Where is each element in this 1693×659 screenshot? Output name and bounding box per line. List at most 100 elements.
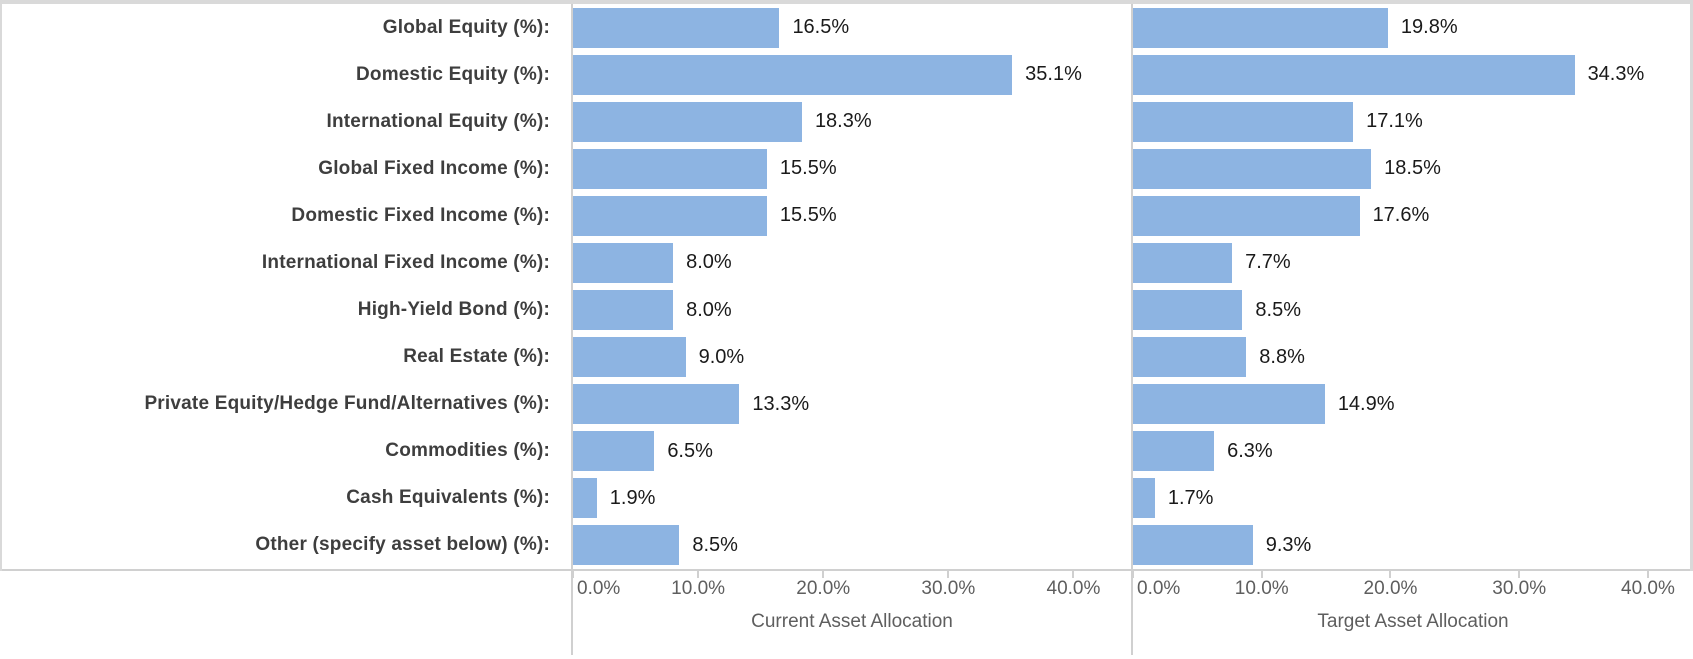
chart-row: 8.5%	[573, 522, 1131, 569]
bar[interactable]	[573, 525, 680, 566]
x-axis-tick	[1389, 571, 1392, 578]
bar[interactable]	[1133, 7, 1388, 48]
bar[interactable]	[1133, 431, 1215, 472]
bar[interactable]	[573, 384, 740, 425]
bar[interactable]	[1133, 525, 1253, 566]
x-axis-tick-label: 20.0%	[1363, 578, 1418, 599]
bar-value-label: 16.5%	[792, 16, 850, 39]
bar[interactable]	[573, 54, 1013, 95]
bar-value-label: 17.1%	[1366, 110, 1423, 133]
bar[interactable]	[573, 242, 674, 283]
chart-row: 17.6%	[1133, 192, 1693, 239]
bar-value-label: 34.3%	[1587, 63, 1645, 86]
chart-row: 8.5%	[1133, 286, 1693, 333]
current-x-axis-title: Current Asset Allocation	[751, 611, 953, 632]
x-axis-tick	[822, 571, 825, 578]
category-row: High-Yield Bond (%):	[0, 286, 571, 333]
category-label: Cash Equivalents (%):	[346, 487, 550, 509]
bar-value-label: 18.5%	[1384, 157, 1441, 180]
bar[interactable]	[1133, 478, 1155, 519]
chart-row: 15.5%	[573, 192, 1131, 239]
bar-value-label: 1.7%	[1167, 486, 1214, 509]
category-row: International Equity (%):	[0, 98, 571, 145]
chart-row: 35.1%	[573, 51, 1131, 98]
category-row: Domestic Equity (%):	[0, 51, 571, 98]
bar-value-label: 13.3%	[752, 392, 810, 415]
category-label: Domestic Equity (%):	[355, 63, 550, 85]
category-row: Cash Equivalents (%):	[0, 475, 571, 522]
chart-row: 6.3%	[1133, 428, 1693, 475]
bar[interactable]	[1133, 148, 1372, 189]
category-labels-column: Global Equity (%): Domestic Equity (%): In…	[0, 4, 571, 655]
bar-value-label: 17.6%	[1372, 204, 1430, 227]
chart-row: 9.3%	[1133, 522, 1693, 569]
bar-value-label: 9.0%	[698, 345, 745, 368]
x-axis-tick-label: 30.0%	[921, 578, 976, 599]
bar-value-label: 15.5%	[779, 157, 837, 180]
category-row: Global Equity (%):	[0, 4, 571, 51]
bar[interactable]	[1133, 290, 1243, 330]
target-allocation-panel: 19.8% 34.3% 17.1% 18.5% 17.6% 7.7% 8.5% 8.8% 14.…	[1131, 4, 1693, 655]
category-row: Global Fixed Income (%):	[0, 145, 571, 192]
x-axis-tick-label: 10.0%	[671, 578, 726, 599]
chart-row: 1.7%	[1133, 475, 1693, 522]
chart-row: 9.0%	[573, 334, 1131, 381]
category-label: International Equity (%):	[326, 110, 550, 132]
category-row: Real Estate (%):	[0, 334, 571, 381]
chart-row: 7.7%	[1133, 239, 1693, 286]
category-label: International Fixed Income (%):	[261, 251, 550, 273]
bar[interactable]	[573, 101, 802, 142]
chart-row: 18.3%	[573, 98, 1131, 145]
x-axis-tick	[1132, 571, 1134, 578]
bar[interactable]	[573, 431, 655, 472]
chart-row: 16.5%	[573, 4, 1131, 51]
bar[interactable]	[1133, 384, 1325, 425]
x-axis-tick-label: 20.0%	[796, 578, 851, 599]
category-rows: Global Equity (%): Domestic Equity (%): In…	[0, 4, 571, 571]
chart-row: 14.9%	[1133, 381, 1693, 428]
bar[interactable]	[573, 290, 674, 330]
category-label: Commodities (%):	[385, 440, 550, 462]
bar-value-label: 8.8%	[1259, 345, 1305, 368]
current-allocation-plot: 16.5% 35.1% 18.3% 15.5% 15.5% 8.0% 8.0% 9.0% 13.…	[573, 4, 1131, 571]
bar-value-label: 6.5%	[667, 439, 713, 462]
bar[interactable]	[573, 7, 780, 48]
top-border-line	[0, 0, 1693, 4]
target-x-axis-title: Target Asset Allocation	[1317, 611, 1509, 632]
category-label: Global Equity (%):	[382, 16, 550, 38]
bar-value-label: 19.8%	[1400, 16, 1458, 39]
category-row: International Fixed Income (%):	[0, 239, 571, 286]
x-axis-tick	[1646, 571, 1649, 578]
category-label: Other (specify asset below) (%):	[255, 534, 550, 556]
bar[interactable]	[1133, 101, 1354, 142]
bar[interactable]	[1133, 337, 1247, 378]
x-axis-tick	[697, 571, 700, 578]
category-row: Other (specify asset below) (%):	[0, 522, 571, 569]
chart-row: 34.3%	[1133, 51, 1693, 98]
chart-row: 6.5%	[573, 428, 1131, 475]
bar[interactable]	[1133, 54, 1575, 95]
x-axis-tick-label: 30.0%	[1492, 578, 1547, 599]
target-allocation-plot: 19.8% 34.3% 17.1% 18.5% 17.6% 7.7% 8.5% 8.8% 14.…	[1133, 4, 1693, 571]
bar[interactable]	[573, 195, 767, 236]
category-label: Domestic Fixed Income (%):	[291, 204, 550, 226]
bar-value-label: 35.1%	[1025, 63, 1082, 86]
bar-value-label: 8.5%	[692, 533, 738, 556]
chart-row: 13.3%	[573, 381, 1131, 428]
bar[interactable]	[573, 337, 686, 378]
bar-value-label: 6.3%	[1227, 439, 1273, 462]
bar[interactable]	[573, 478, 597, 519]
bar[interactable]	[1133, 242, 1233, 283]
bar-value-label: 8.0%	[686, 251, 732, 274]
bar-value-label: 8.5%	[1255, 298, 1302, 321]
current-x-axis: 0.0% 10.0% 20.0% 30.0% 40.0%	[572, 571, 1131, 607]
x-axis-tick-label: 40.0%	[1046, 578, 1101, 599]
bar[interactable]	[1133, 195, 1360, 236]
bar[interactable]	[573, 148, 767, 189]
chart-row: 17.1%	[1133, 98, 1693, 145]
chart-row: 18.5%	[1133, 145, 1693, 192]
category-label: High-Yield Bond (%):	[357, 299, 550, 320]
bar-value-label: 18.3%	[814, 110, 872, 133]
bar-value-label: 9.3%	[1265, 533, 1312, 556]
